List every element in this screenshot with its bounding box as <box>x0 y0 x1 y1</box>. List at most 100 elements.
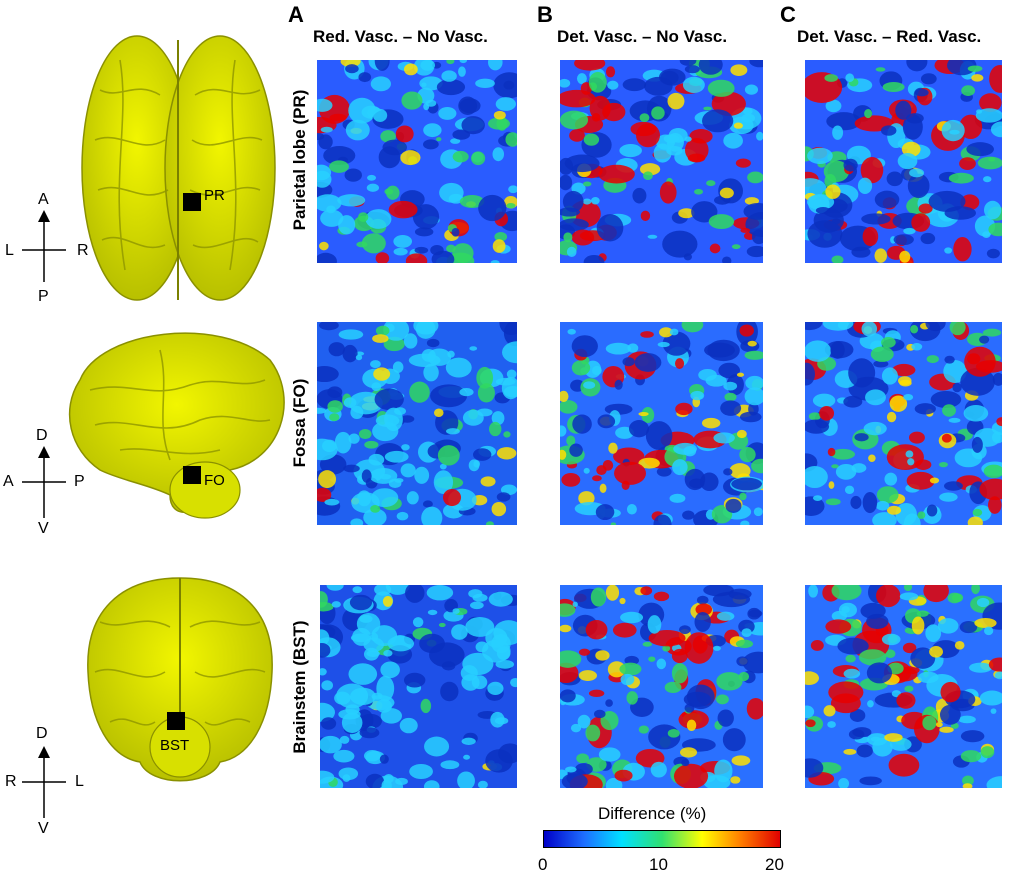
heatmap-blob <box>430 384 468 408</box>
brain-side-view <box>68 332 285 519</box>
heatmap-blob <box>914 88 929 97</box>
heatmap-blob <box>983 200 1002 220</box>
heatmap-blob <box>886 444 924 471</box>
heatmap-blob <box>426 338 440 348</box>
heatmap-blob <box>845 654 856 663</box>
heatmap-blob <box>967 65 983 72</box>
heatmap-blob <box>679 747 698 758</box>
heatmap-blob <box>333 749 355 763</box>
heatmap-blob <box>488 60 503 71</box>
heatmap-blob <box>884 649 896 659</box>
heatmap-blob <box>909 431 925 444</box>
heatmap-blob <box>423 139 439 150</box>
heatmap-blob <box>590 587 607 607</box>
heatmap-blob <box>736 429 747 439</box>
heatmap-blob <box>830 341 845 359</box>
heatmap-blob <box>983 464 1002 479</box>
heatmap-blob <box>614 769 633 782</box>
heatmap-blob <box>319 241 329 251</box>
heatmap-blob <box>575 763 593 776</box>
heatmap-blob <box>503 431 511 438</box>
heatmap-blob <box>446 60 455 65</box>
heatmap-blob <box>578 670 597 681</box>
heatmap-blob <box>473 460 480 468</box>
heatmap-blob <box>423 103 430 111</box>
heatmap-blob <box>494 231 508 242</box>
heatmap-blob <box>906 113 924 124</box>
heatmap-blob <box>745 375 763 390</box>
heatmap-blob <box>477 383 495 403</box>
heatmap-blob <box>960 194 980 211</box>
heatmap-blob <box>424 736 450 757</box>
heatmap-blob <box>805 419 830 434</box>
heatmap-blob <box>589 95 611 121</box>
heatmap-blob <box>374 388 404 411</box>
compass-up-label: A <box>38 191 49 208</box>
heatmap-blob <box>886 505 902 515</box>
heatmap-blob <box>491 411 505 426</box>
heatmap-blob <box>808 585 819 598</box>
heatmap-blob <box>385 185 400 200</box>
heatmap-blob <box>506 202 516 209</box>
heatmap-blob <box>317 487 332 502</box>
heatmap-blob <box>812 495 823 501</box>
heatmap-blob <box>873 360 889 368</box>
heatmap-blob <box>597 414 616 429</box>
heatmap-blob <box>689 129 713 144</box>
heatmap-blob <box>462 409 484 426</box>
heatmap-blob <box>884 733 903 742</box>
heatmap-blob <box>941 119 965 142</box>
heatmap-blob <box>831 464 839 469</box>
heatmap-blob <box>578 491 595 506</box>
heatmap-blob <box>459 60 468 64</box>
heatmap-blob <box>405 585 425 603</box>
heatmap-blob <box>358 429 372 440</box>
heatmap-blob <box>994 671 1002 680</box>
heatmap-blob <box>747 171 763 184</box>
heatmap-blob <box>825 184 841 199</box>
heatmap-blob <box>560 449 567 460</box>
heatmap-blob <box>741 628 752 637</box>
compass-arrows <box>22 746 66 818</box>
heatmap-blob <box>682 510 695 520</box>
heatmap-blob <box>560 689 576 703</box>
heatmap-blob <box>439 463 447 470</box>
heatmap-blob <box>590 196 600 205</box>
heatmap-blob <box>440 760 460 770</box>
heatmap-blob <box>653 143 672 163</box>
heatmap-blob <box>861 213 891 225</box>
row-label-pr: Parietal lobe (PR) <box>290 89 309 231</box>
heatmap-blob <box>862 491 878 514</box>
heatmap-blob <box>944 355 955 364</box>
heatmap-blob <box>746 245 763 258</box>
heatmap-blob <box>808 412 821 421</box>
heatmap-blob <box>648 630 686 647</box>
heatmap-blob <box>681 322 704 333</box>
heatmap-blob <box>716 611 735 621</box>
heatmap-blob <box>920 232 936 245</box>
heatmap-blob <box>882 81 905 93</box>
heatmap-blob <box>694 612 711 632</box>
heatmap-blob <box>636 123 660 148</box>
heatmap-blob <box>866 662 893 684</box>
heatmap-pr-a <box>317 60 517 263</box>
heatmap-blob <box>485 521 494 525</box>
heatmap-blob <box>583 467 590 474</box>
heatmap-blob <box>459 98 481 114</box>
heatmap-blob <box>831 448 855 460</box>
heatmap-blob <box>561 773 588 788</box>
heatmap-blob <box>691 201 718 223</box>
heatmap-blob <box>342 344 358 363</box>
heatmap-blob <box>971 585 980 595</box>
heatmap-blob <box>598 747 621 762</box>
heatmap-blob <box>815 206 831 214</box>
heatmap-blob <box>843 395 863 408</box>
heatmap-blob <box>401 91 423 110</box>
heatmap-blob <box>910 647 936 669</box>
heatmap-blob <box>365 209 392 229</box>
heatmap-pr-c <box>805 60 1002 263</box>
heatmap-blob <box>369 468 398 484</box>
heatmap-bst-a <box>320 585 517 788</box>
heatmap-blob <box>560 400 578 414</box>
heatmap-blob <box>948 417 961 423</box>
